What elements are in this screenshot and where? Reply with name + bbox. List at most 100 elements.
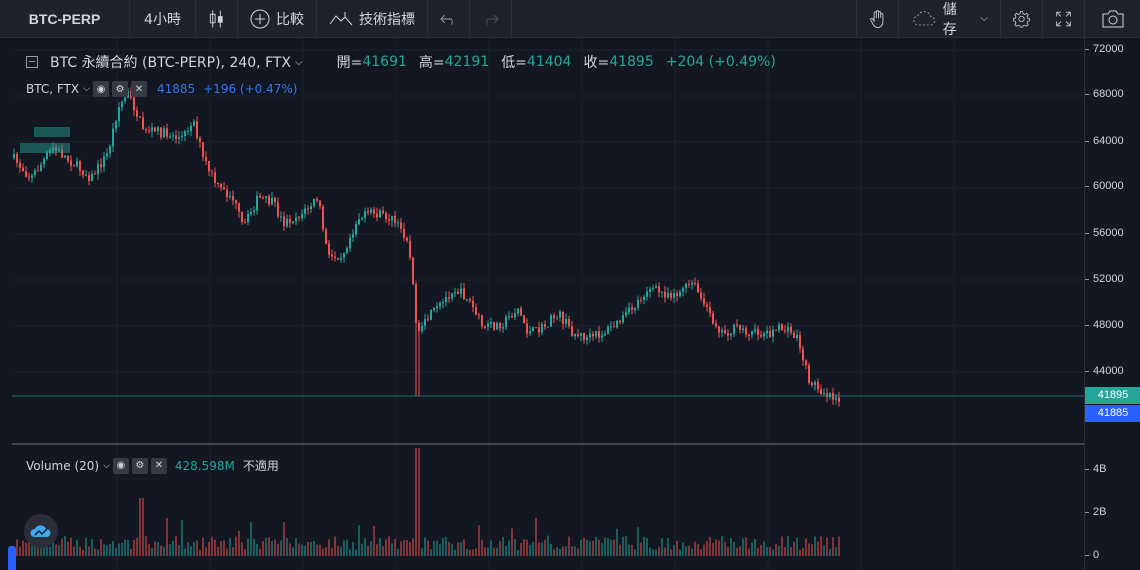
volume-bar [196,540,198,556]
volume-bar [340,546,342,556]
candle-body [16,154,18,163]
volume-bar [514,539,516,556]
candle-body [292,221,294,223]
volume-bar [385,539,387,556]
pane-separator[interactable] [12,443,1084,445]
candlestick-chart[interactable] [12,38,1084,570]
candle-body [220,184,222,188]
chevron-down-icon[interactable]: ⌵ [83,84,90,94]
volume-bar [796,537,798,556]
volume-bar [22,540,24,556]
candle-body [823,393,825,395]
settings-button[interactable] [1000,0,1042,38]
volume-bar [148,544,150,556]
candle-body [526,323,528,334]
volume-bar [187,542,189,556]
candle-body [736,324,738,326]
candle-body [313,199,315,206]
volume-bar [736,547,738,556]
volume-bar [160,545,162,556]
close-icon[interactable]: ✕ [130,81,147,97]
candle-body [523,315,525,324]
undo-icon [440,14,453,25]
series-title[interactable]: BTC 永續合約 (BTC-PERP), 240, FTX [50,55,292,71]
candle-body [724,329,726,334]
price-tick: 64000 [1085,135,1124,147]
redo-button[interactable] [470,0,512,38]
interval-button[interactable]: 4小時 [130,0,196,38]
eye-icon[interactable]: ◉ [92,81,109,97]
low-value: 41404 [526,54,572,70]
candle-body [217,182,219,184]
candle-body [139,116,141,118]
snapshot-button[interactable] [1084,0,1140,38]
low-label: 低= [501,55,527,71]
candle-body [337,258,339,260]
volume-bar [721,536,723,556]
volume-bar [256,544,258,556]
volume-bar [757,548,759,556]
close-icon[interactable]: ✕ [150,457,167,474]
volume-bar [313,541,315,556]
candle-body [301,213,303,219]
eye-icon[interactable]: ◉ [112,457,129,474]
save-button[interactable]: 儲存 ⌵ [898,0,1000,38]
volume-bar [478,525,480,556]
volume-title[interactable]: Volume (20) [26,458,100,473]
candle-body [451,293,453,299]
candle-body [658,286,660,293]
hand-tool-button[interactable] [856,0,898,38]
candle-body [286,218,288,227]
volume-bar [769,546,771,556]
volume-bar [532,541,534,556]
collapse-legend-button[interactable] [26,56,38,68]
volume-bar [739,546,741,556]
sidebar-toggle-handle[interactable] [8,546,16,570]
candle-body [43,158,45,165]
candle-body [328,243,330,255]
volume-bar [445,536,447,556]
candle-body [550,315,552,327]
volume-bars [13,448,840,556]
candle-body [163,128,165,138]
last-price-label: 41895 [1085,387,1140,404]
gear-icon[interactable]: ⚙ [131,457,148,474]
chevron-down-icon[interactable]: ⌵ [103,460,110,471]
chart-area[interactable] [12,38,1084,570]
volume-bar [358,525,360,556]
candle-body [172,135,174,137]
candle-body [721,329,723,333]
chart-type-button[interactable] [196,0,238,38]
candle-body [181,136,183,138]
compare-button[interactable]: 比較 [238,0,317,38]
candle-body [568,319,570,327]
fullscreen-button[interactable] [1042,0,1084,38]
candle-body [589,333,591,338]
compare-symbol[interactable]: BTC, FTX [26,82,80,96]
volume-bar [136,537,138,556]
volume-bar [700,549,702,556]
candle-body [754,328,756,332]
symbol-search-button[interactable]: BTC-PERP [0,0,130,38]
candle-body [310,206,312,210]
price-axis[interactable]: 72000 68000 64000 60000 56000 52000 4800… [1084,38,1140,570]
indicators-button[interactable]: 技術指標 [317,0,428,38]
chevron-down-icon[interactable]: ⌵ [295,56,303,68]
volume-bar [748,548,750,556]
volume-bar [655,549,657,556]
gear-icon[interactable]: ⚙ [111,81,128,97]
candle-body [268,196,270,205]
volume-bar [199,550,201,556]
undo-button[interactable] [428,0,470,38]
volume-value: 428.598M [174,458,235,473]
tradingview-logo[interactable] [24,514,58,548]
candle-body [511,316,513,318]
candle-body [79,161,81,171]
candle-body [655,286,657,288]
volume-bar [661,538,663,556]
volume-bar [526,539,528,556]
candle-body [229,196,231,197]
candle-body [184,131,186,137]
candle-body [349,237,351,249]
candle-body [394,216,396,223]
